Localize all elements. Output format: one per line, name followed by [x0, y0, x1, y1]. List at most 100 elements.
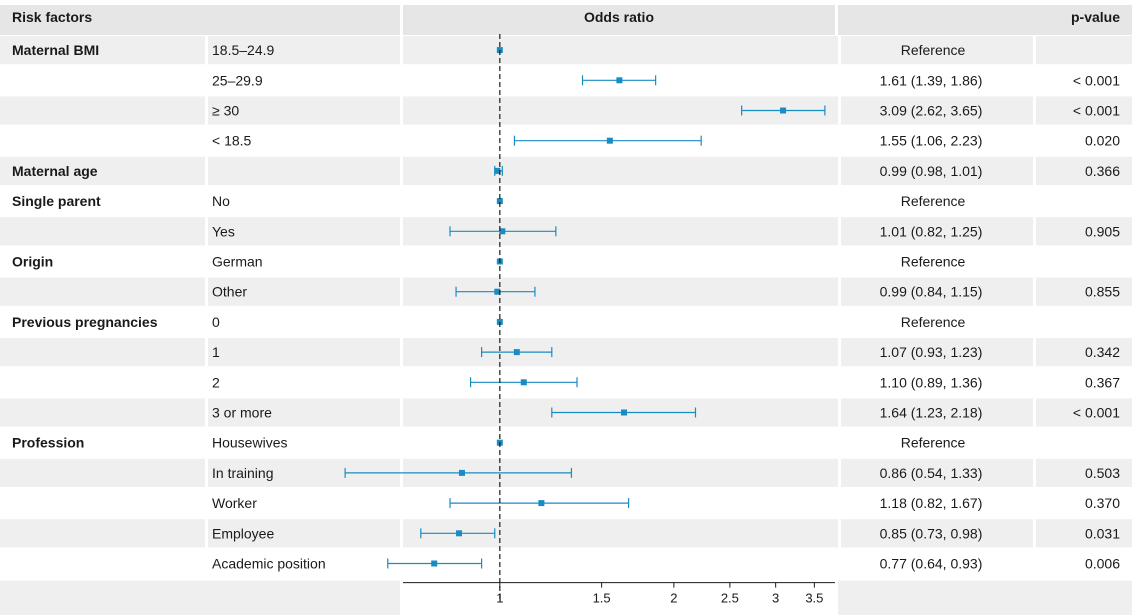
cell-separator: [400, 126, 403, 155]
point-estimate-marker: [431, 560, 438, 567]
odds-ratio-ci-label: 1.10 (0.89, 1.36): [880, 374, 983, 390]
cell-separator: [205, 217, 208, 246]
cell-separator: [205, 307, 208, 336]
header-risk-factors: Risk factors: [12, 9, 92, 25]
table-row-bg: [0, 96, 1132, 125]
row-group-label: Origin: [12, 254, 53, 270]
table-row-bg: [0, 307, 1132, 336]
point-estimate-marker: [456, 530, 463, 537]
row-level-label: 3 or more: [212, 405, 272, 421]
row-level-label: Worker: [212, 495, 257, 511]
cell-separator: [1033, 428, 1036, 457]
p-value-label: 0.855: [1085, 284, 1120, 300]
cell-separator: [1033, 277, 1036, 306]
cell-separator: [400, 217, 403, 246]
cell-separator: [838, 458, 841, 487]
p-value-label: < 0.001: [1073, 405, 1120, 421]
cell-separator: [838, 489, 841, 518]
row-level-label: No: [212, 193, 230, 209]
header-cell-p-value: [838, 5, 1132, 35]
table-row-bg: [0, 156, 1132, 185]
cell-separator: [838, 549, 841, 578]
row-group-label: Single parent: [12, 193, 101, 209]
cell-separator: [1033, 66, 1036, 95]
p-value-label: 0.006: [1085, 556, 1120, 572]
odds-ratio-ci-label: 1.55 (1.06, 2.23): [880, 133, 983, 149]
cell-separator: [400, 368, 403, 397]
cell-separator: [1033, 458, 1036, 487]
p-value-label: 0.367: [1085, 374, 1120, 390]
point-estimate-marker: [494, 288, 501, 295]
cell-separator: [1033, 368, 1036, 397]
table-row-bg: [0, 66, 1132, 95]
cell-separator: [205, 277, 208, 306]
cell-separator: [400, 187, 403, 216]
row-level-label: In training: [212, 465, 273, 481]
footer-left: [0, 580, 400, 615]
cell-separator: [1033, 307, 1036, 336]
cell-separator: [1033, 549, 1036, 578]
cell-separator: [838, 96, 841, 125]
cell-separator: [400, 398, 403, 427]
p-value-label: 0.020: [1085, 133, 1120, 149]
odds-ratio-ci-label: 0.77 (0.64, 0.93): [880, 556, 983, 572]
point-estimate-marker: [621, 409, 628, 416]
footer-right: [838, 580, 1132, 615]
row-level-label: ≥ 30: [212, 103, 239, 119]
cell-separator: [205, 126, 208, 155]
p-value-label: < 0.001: [1073, 103, 1120, 119]
row-labels: Maternal BMI 18.5–24.9 Reference 25–29.9 1.6…: [12, 42, 1120, 571]
odds-ratio-ci-label: 0.99 (0.84, 1.15): [880, 284, 983, 300]
cell-separator: [205, 156, 208, 185]
reference-label: Reference: [901, 254, 966, 270]
point-estimate-marker: [496, 198, 503, 205]
odds-ratio-ci-label: 1.01 (0.82, 1.25): [880, 223, 983, 239]
point-estimate-marker: [780, 107, 787, 114]
p-value-label: 0.905: [1085, 223, 1120, 239]
table-rows: [0, 36, 1132, 578]
cell-separator: [1033, 126, 1036, 155]
row-level-label: 1: [212, 344, 220, 360]
cell-separator: [838, 247, 841, 276]
point-estimate-marker: [513, 349, 520, 356]
table-row-bg: [0, 428, 1132, 457]
row-level-label: 0: [212, 314, 220, 330]
cell-separator: [205, 489, 208, 518]
table-row-bg: [0, 187, 1132, 216]
table-row-bg: [0, 247, 1132, 276]
cell-separator: [400, 96, 403, 125]
cell-separator: [205, 66, 208, 95]
cell-separator: [838, 428, 841, 457]
cell-separator: [205, 458, 208, 487]
p-value-label: 0.342: [1085, 344, 1120, 360]
point-estimate-marker: [499, 228, 506, 235]
point-estimate-marker: [520, 379, 527, 386]
cell-separator: [205, 36, 208, 65]
reference-label: Reference: [901, 42, 966, 58]
row-level-label: Housewives: [212, 435, 287, 451]
x-axis: 1 1.5 2 2.5 3 3.5: [0, 580, 1132, 615]
cell-separator: [838, 126, 841, 155]
table-row-bg: [0, 36, 1132, 65]
cell-separator: [838, 217, 841, 246]
odds-ratio-ci-label: 1.64 (1.23, 2.18): [880, 405, 983, 421]
x-tick-label: 2: [670, 591, 677, 606]
x-tick-label: 3.5: [805, 591, 823, 606]
odds-ratio-ci-label: 3.09 (2.62, 3.65): [880, 103, 983, 119]
p-value-label: 0.366: [1085, 163, 1120, 179]
header-cell-odds-ratio: [403, 5, 835, 35]
cell-separator: [205, 247, 208, 276]
row-level-label: Yes: [212, 223, 235, 239]
row-level-label: German: [212, 254, 263, 270]
cell-separator: [838, 519, 841, 548]
x-tick-label: 1.5: [593, 591, 611, 606]
cell-separator: [838, 66, 841, 95]
header-row: [0, 5, 1132, 35]
row-level-label: Employee: [212, 525, 274, 541]
table-row-bg: [0, 277, 1132, 306]
cell-separator: [205, 428, 208, 457]
cell-separator: [400, 428, 403, 457]
point-estimate-marker: [458, 469, 465, 476]
x-tick-label: 2.5: [721, 591, 739, 606]
cell-separator: [400, 36, 403, 65]
